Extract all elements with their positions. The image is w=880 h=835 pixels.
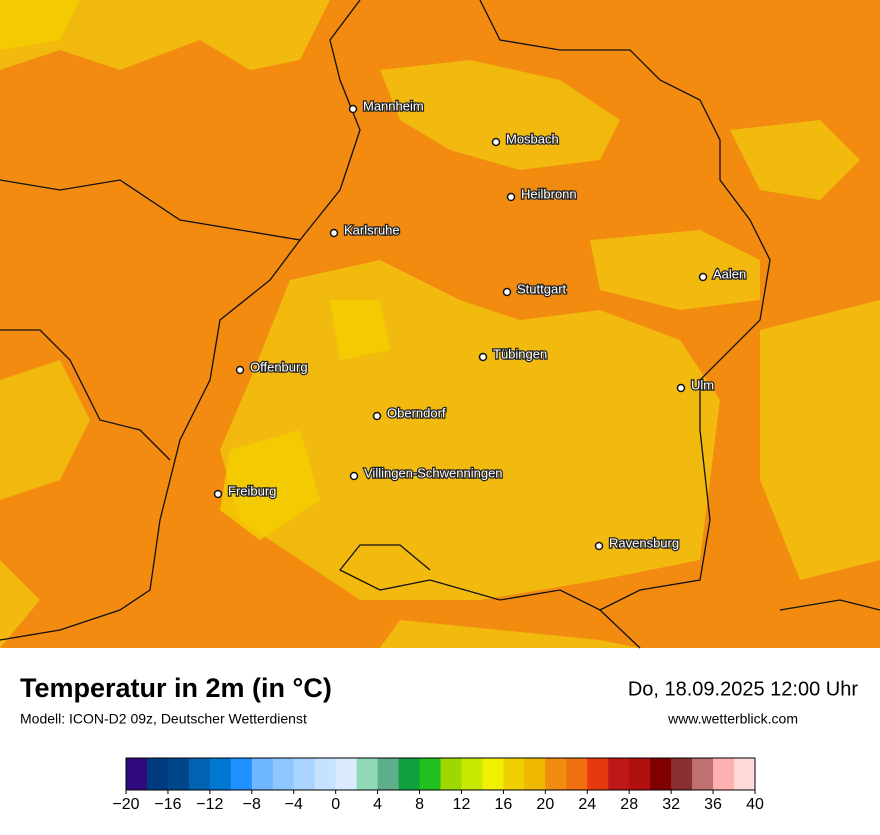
colorbar-segment xyxy=(209,758,232,790)
colorbar-segment xyxy=(524,758,546,790)
colorbar-segment xyxy=(566,758,588,790)
colorbar-segment xyxy=(461,758,483,790)
colorbar-segment xyxy=(377,758,400,790)
city-dot xyxy=(235,365,245,375)
colorbar-segment xyxy=(629,758,651,790)
colorbar-tick-label: 8 xyxy=(415,796,424,813)
colorbar-tick-label: −8 xyxy=(243,796,261,813)
city-label: Karlsruhe xyxy=(344,222,400,237)
cities: Mannheim Mosbach Heilbronn Karlsruhe Aalen St… xyxy=(213,97,748,552)
colorbar-segment xyxy=(713,758,735,790)
subtitle: Modell: ICON-D2 09z, Deutscher Wetterdie… xyxy=(20,711,307,727)
colorbar-segment xyxy=(356,758,379,790)
colorbar-tick-label: 28 xyxy=(620,796,638,813)
colorbar-tick-label: 4 xyxy=(373,796,382,813)
title: Temperatur in 2m (in °C) xyxy=(20,673,332,703)
map: Mannheim Mosbach Heilbronn Karlsruhe Aalen St… xyxy=(0,0,880,649)
colorbar-segment xyxy=(272,758,295,790)
colorbar-segment xyxy=(126,758,148,790)
colorbar-tick-label: −4 xyxy=(285,796,303,813)
colorbar-segment xyxy=(671,758,693,790)
colorbar-segment xyxy=(230,758,253,790)
city-dot xyxy=(213,489,223,499)
colorbar-segment xyxy=(734,758,756,790)
city-label: Mosbach xyxy=(506,131,559,146)
colorbar-segment xyxy=(650,758,672,790)
colorbar-segment xyxy=(419,758,441,790)
city-dot xyxy=(372,411,382,421)
city-label: Mannheim xyxy=(363,98,424,113)
city-dot xyxy=(478,352,488,362)
colorbar-segment xyxy=(482,758,504,790)
temperature-field xyxy=(0,0,880,648)
city-label: Ravensburg xyxy=(609,535,679,550)
date: Do, 18.09.2025 12:00 Uhr xyxy=(628,678,859,700)
colorbar-tick-label: −16 xyxy=(154,796,181,813)
city-label: Offenburg xyxy=(250,359,308,374)
city-label: Tübingen xyxy=(493,346,547,361)
colorbar-segment xyxy=(398,758,421,790)
city-dot xyxy=(676,383,686,393)
colorbar-tick-label: 0 xyxy=(331,796,340,813)
city-label: Stuttgart xyxy=(517,281,567,296)
colorbar-frame xyxy=(125,757,756,791)
city-label: Oberndorf xyxy=(387,405,446,420)
city-dot xyxy=(329,228,339,238)
city-dot xyxy=(491,137,501,147)
colorbar-segment xyxy=(167,758,190,790)
colorbar-tick-label: 32 xyxy=(662,796,680,813)
city-dot xyxy=(348,104,358,114)
city-dot xyxy=(506,192,516,202)
colorbar-tick-label: 16 xyxy=(495,796,513,813)
website: www.wetterblick.com xyxy=(667,711,798,727)
city-dot xyxy=(349,471,359,481)
city-dot xyxy=(502,287,512,297)
city-label: Heilbronn xyxy=(521,186,577,201)
colorbar-tick-label: 24 xyxy=(578,796,596,813)
city-label: Ulm xyxy=(691,377,714,392)
city-label: Aalen xyxy=(713,266,746,281)
colorbar-segment xyxy=(293,758,316,790)
city-label: Freiburg xyxy=(228,483,276,498)
city-dot xyxy=(594,541,604,551)
colorbar-segment xyxy=(608,758,630,790)
colorbar-segment xyxy=(335,758,358,790)
colorbar-tick-label: 20 xyxy=(536,796,554,813)
colorbar-segment xyxy=(692,758,714,790)
colorbar-tick-label: 40 xyxy=(746,796,764,813)
colorbar-tick-label: −20 xyxy=(112,796,139,813)
colorbar-tick-label: 36 xyxy=(704,796,722,813)
colorbar-segment xyxy=(146,758,169,790)
warm-patches xyxy=(0,0,390,540)
city-dot xyxy=(698,272,708,282)
colorbar: −20 −16 −12 −8 −4 0 4 8 12 16 20 24 28 32 36 40 xyxy=(112,757,764,813)
colorbar-segment xyxy=(545,758,567,790)
colorbar-segment xyxy=(503,758,525,790)
borders xyxy=(0,0,880,649)
colorbar-tick-label: 12 xyxy=(453,796,471,813)
city-label: Villingen-Schwenningen xyxy=(364,465,503,480)
colorbar-segment xyxy=(188,758,211,790)
colorbar-segment xyxy=(251,758,274,790)
colorbar-tick-label: −12 xyxy=(196,796,223,813)
colorbar-segment xyxy=(440,758,462,790)
colorbar-segment xyxy=(587,758,609,790)
colorbar-segment xyxy=(314,758,337,790)
